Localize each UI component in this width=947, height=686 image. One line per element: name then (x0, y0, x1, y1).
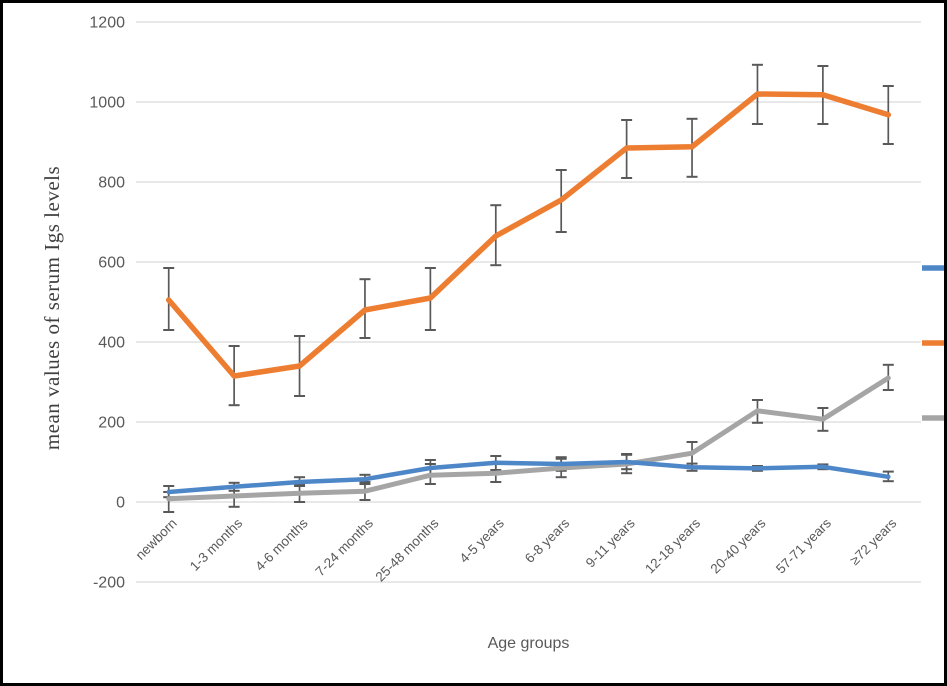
x-category-label: 9-11 years (583, 515, 638, 570)
x-category-label: 20-40 years (708, 515, 769, 576)
x-category-label: 4-5 years (457, 515, 508, 566)
x-category-label: 4-6 months (252, 515, 311, 574)
y-tick-label: -200 (93, 575, 125, 592)
x-category-labels-group: newborn 1-3 months 4-6 months 7-24 months25… (133, 515, 900, 584)
blue-series-error-bars (163, 453, 894, 499)
y-tick-labels-group: 1200 1000 800 600 400 200 0 -200 (89, 15, 125, 592)
x-axis-title: Age groups (487, 635, 570, 652)
y-tick-label: 1000 (89, 95, 125, 112)
x-category-label: newborn (133, 516, 180, 563)
y-tick-label: 1200 (89, 15, 125, 32)
y-tick-label: 200 (98, 415, 125, 432)
y-tick-label: 0 (116, 495, 125, 512)
x-category-label: ≥72 years (847, 515, 900, 568)
x-category-label: 7-24 months (312, 515, 376, 579)
y-tick-label: 800 (98, 175, 125, 192)
gridlines-group (136, 21, 921, 583)
gray-series-line (166, 375, 891, 502)
x-category-label: 1-3 months (187, 515, 246, 574)
orange-series-error-bars (163, 63, 894, 407)
line-chart-canvas: 1200 1000 800 600 400 200 0 -200 newborn 1-3 mont… (89, 15, 944, 592)
legend-group (922, 265, 944, 421)
x-category-label: 25-48 months (373, 515, 442, 584)
gray-series-error-bars (163, 363, 894, 513)
x-category-label: 12-18 years (642, 515, 703, 576)
x-category-label: 57-71 years (773, 515, 834, 576)
orange-series-line (165, 91, 892, 379)
x-category-label: 6-8 years (522, 515, 573, 566)
blue-series-line (166, 459, 891, 495)
y-tick-label: 600 (98, 255, 125, 272)
y-axis-title: mean values of serum Igs levels (40, 165, 64, 451)
y-tick-label: 400 (98, 335, 125, 352)
